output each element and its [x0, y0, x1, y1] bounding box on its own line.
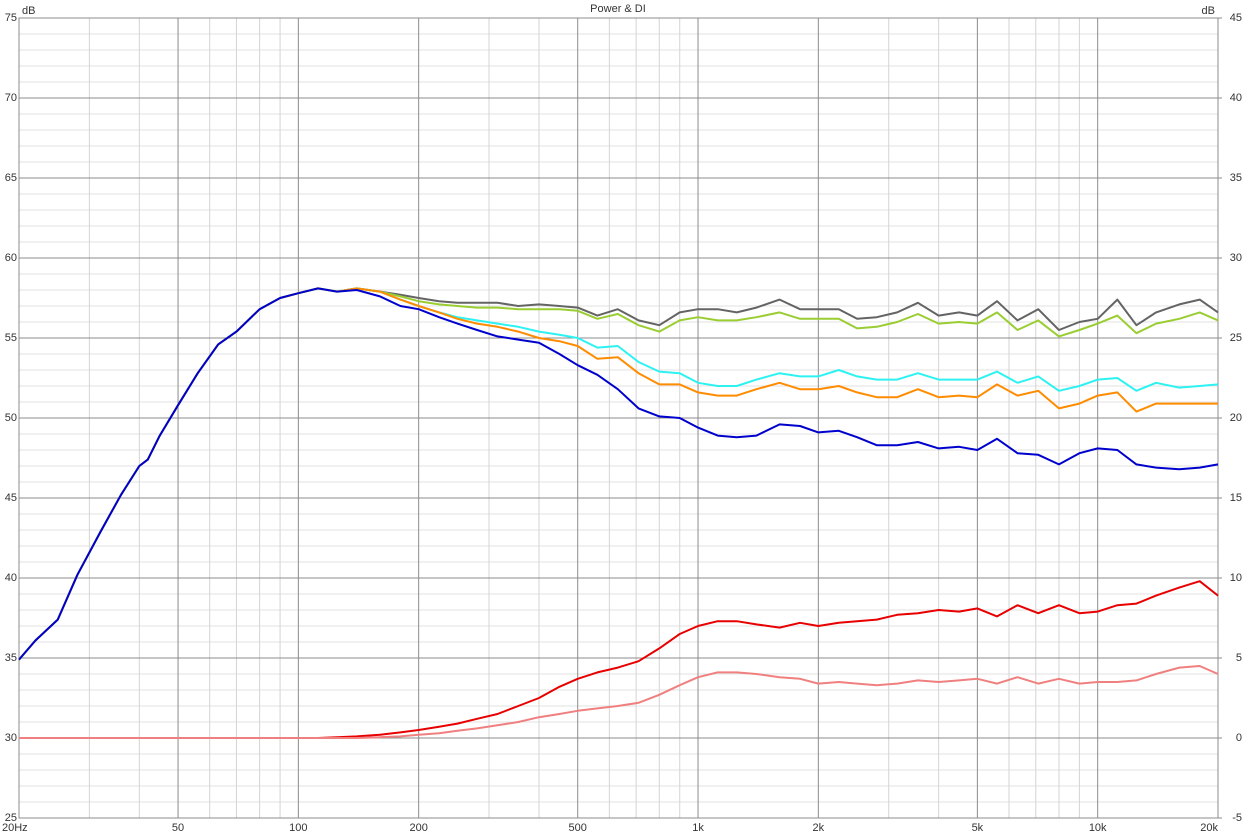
series-line: [18, 287, 1219, 661]
plot-border: [18, 17, 1219, 819]
y2-tick-label: 15: [1230, 492, 1242, 504]
y-tick-label: 55: [5, 332, 17, 344]
y2-tick-label: 25: [1230, 332, 1242, 344]
y-tick-label: 60: [5, 252, 17, 264]
x-tick-label: 100: [289, 822, 307, 834]
chart-title: Power & DI: [590, 3, 646, 15]
x-tick-label: 5k: [972, 822, 984, 834]
y2-tick-label: 5: [1236, 652, 1242, 664]
y2-tick-label: 10: [1230, 572, 1242, 584]
x-tick-label: 20k: [1200, 822, 1218, 834]
y-tick-label: 70: [5, 92, 17, 104]
series-line: [18, 287, 1219, 661]
y-tick-label: 65: [5, 172, 17, 184]
x-tick-label: 50: [172, 822, 184, 834]
series-line: [18, 287, 1218, 661]
series-line: [19, 580, 1219, 739]
series-line: [18, 287, 1219, 661]
y2-axis-label: dB: [1202, 5, 1215, 17]
y-tick-label: 30: [5, 732, 17, 744]
y-tick-label: 75: [5, 12, 17, 24]
y2-tick-label: -5: [1232, 812, 1242, 824]
y-tick-label: 50: [5, 412, 17, 424]
x-tick-label: 10k: [1089, 822, 1107, 834]
y2-tick-label: 45: [1230, 12, 1242, 24]
x-tick-label: 1k: [692, 822, 704, 834]
y-axis-label: dB: [22, 5, 35, 17]
y2-tick-label: 0: [1236, 732, 1242, 744]
y2-tick-label: 30: [1230, 252, 1242, 264]
series-line: [18, 287, 1219, 661]
y-tick-label: 35: [5, 652, 17, 664]
x-tick-label: 2k: [813, 822, 825, 834]
y-tick-label: 45: [5, 492, 17, 504]
y2-tick-label: 40: [1230, 92, 1242, 104]
x-tick-label: 200: [409, 822, 427, 834]
x-tick-label: 20Hz: [2, 822, 28, 834]
y-tick-label: 25: [5, 812, 17, 824]
y2-tick-label: 35: [1230, 172, 1242, 184]
series-line: [19, 665, 1219, 739]
y2-tick-label: 20: [1230, 412, 1242, 424]
y-tick-label: 40: [5, 572, 17, 584]
x-tick-label: 500: [569, 822, 587, 834]
